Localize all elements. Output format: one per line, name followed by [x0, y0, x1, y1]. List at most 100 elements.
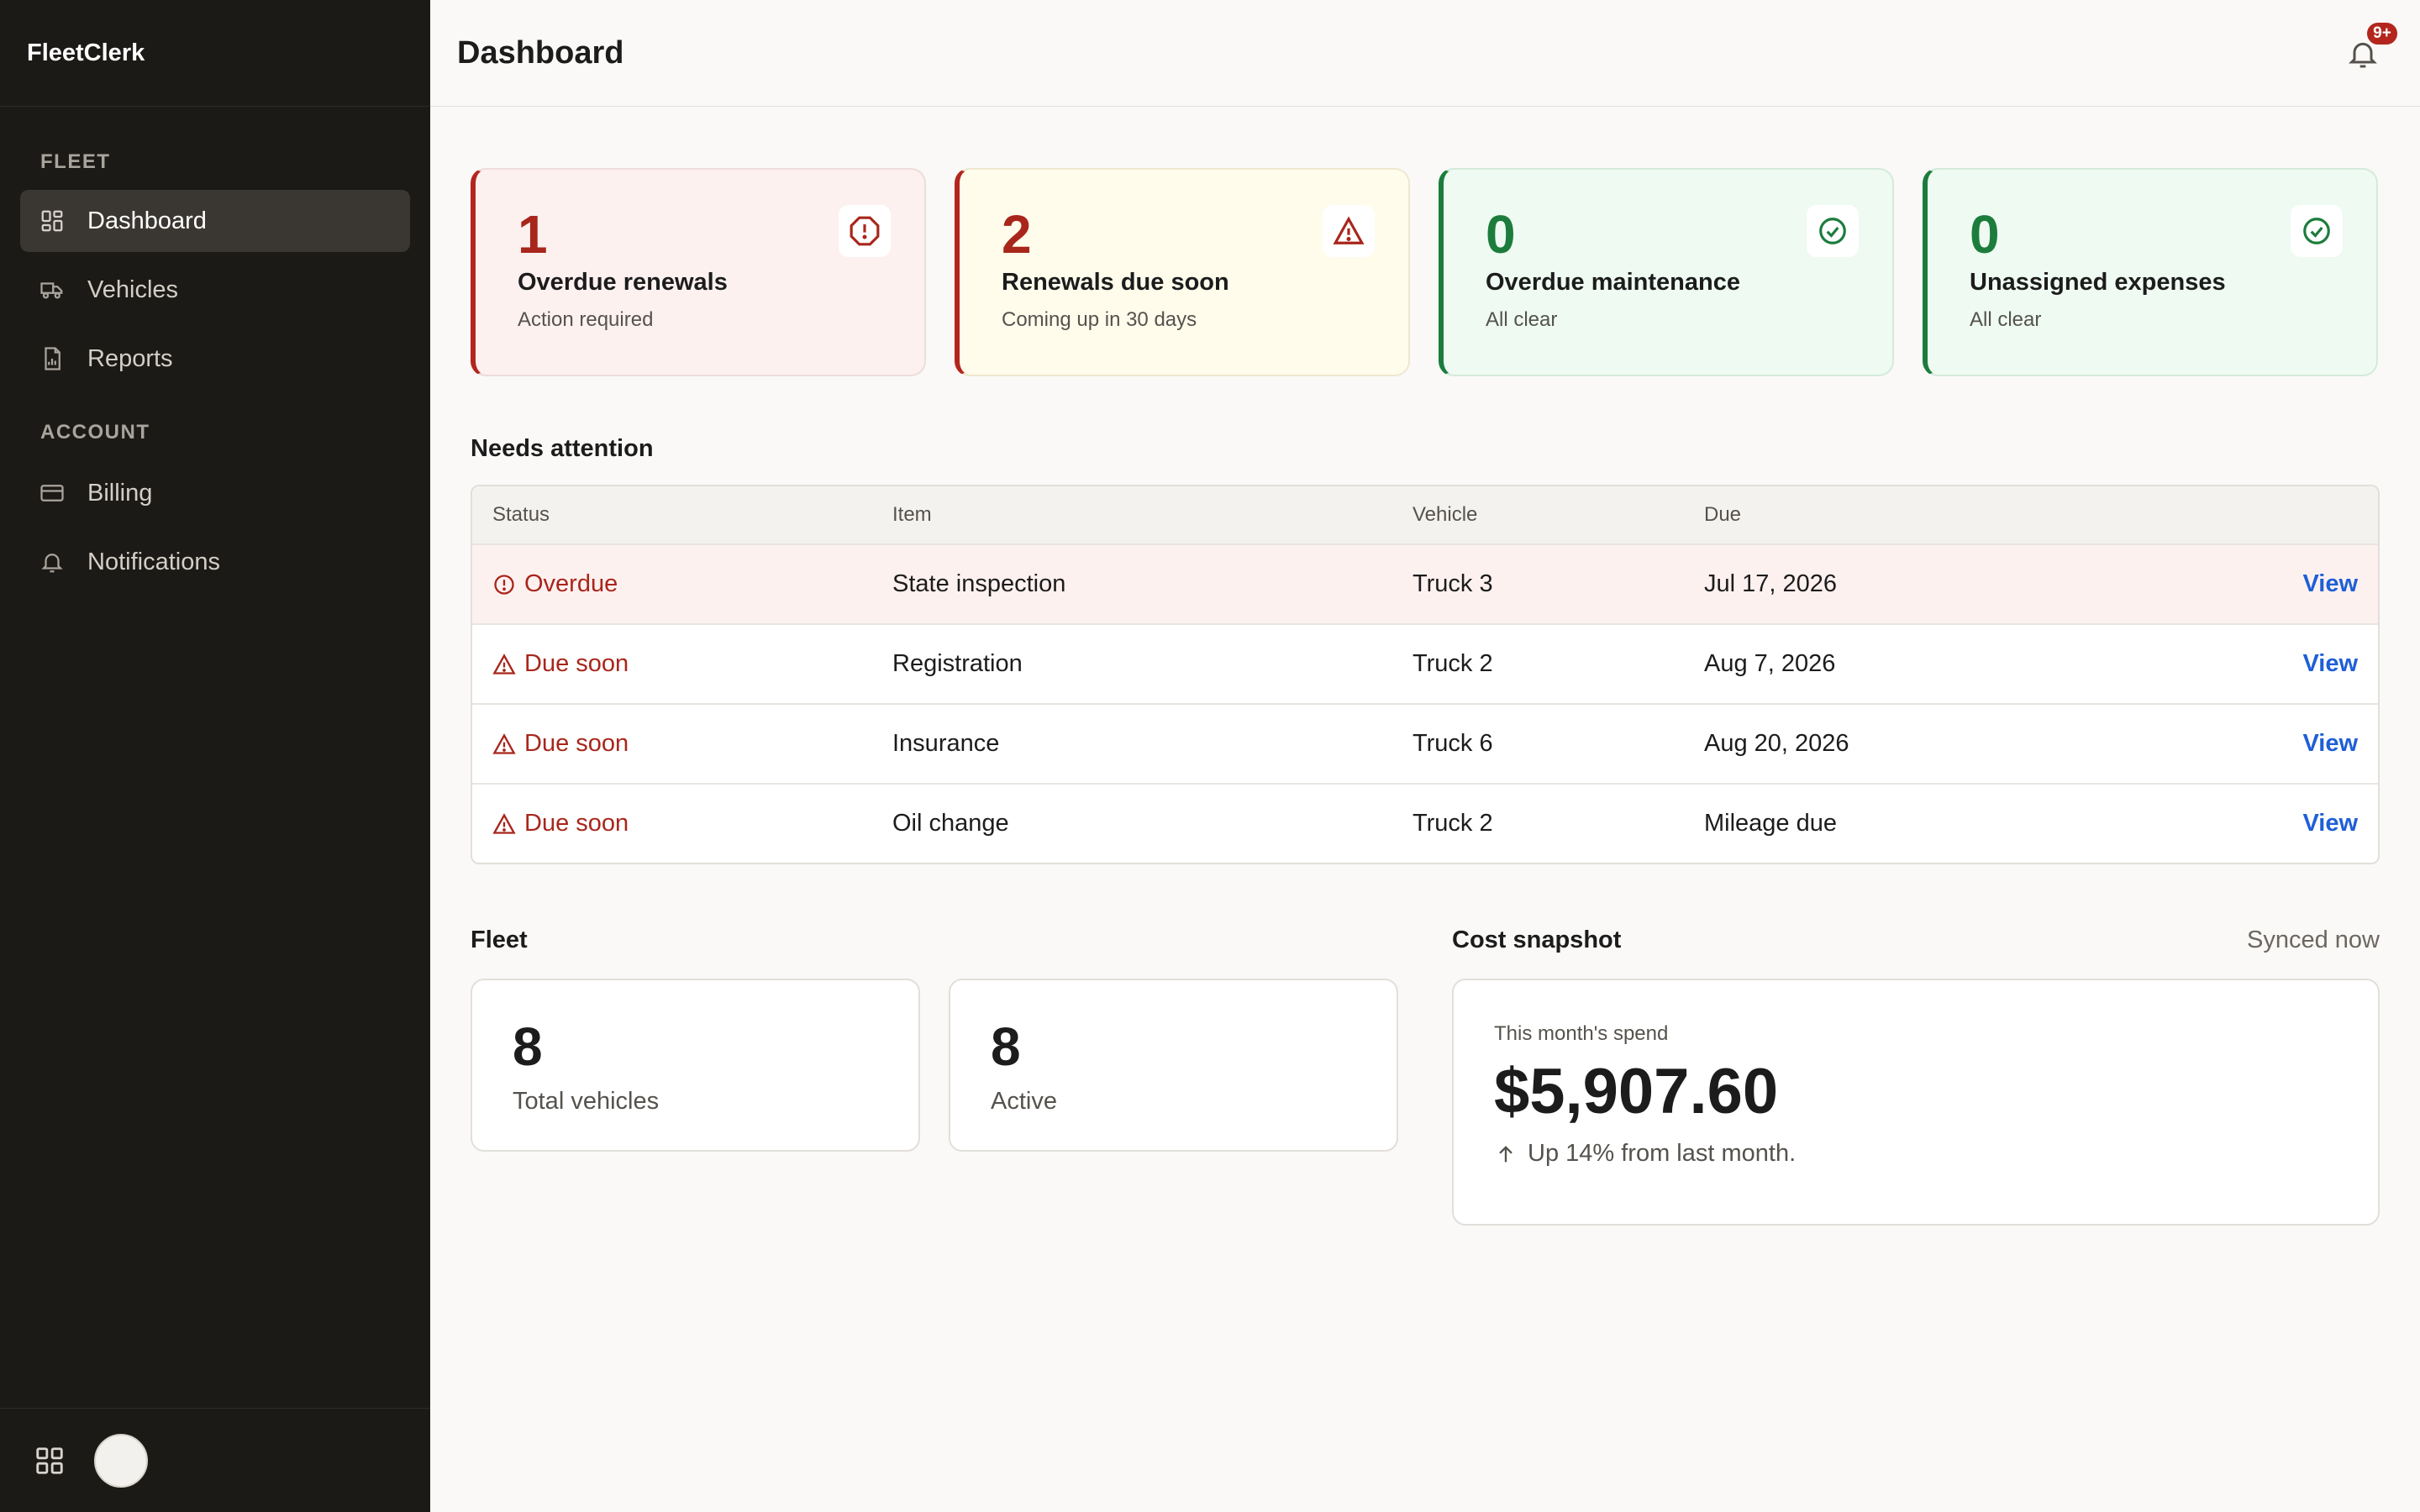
alert-value: 0 [1486, 204, 1516, 265]
alert-card-renewals-due-soon[interactable]: 2 Renewals due soon Coming up in 30 days [955, 168, 1410, 376]
cost-card: This month's spend $5,907.60 Up 14% from… [1452, 979, 2380, 1226]
table-header: Status Item Vehicle Due [472, 486, 2378, 543]
sidebar-item-reports[interactable]: Reports [20, 328, 410, 390]
status-label: Overdue [524, 570, 618, 597]
stat-card-total-vehicles[interactable]: 8 Total vehicles [471, 979, 920, 1152]
alert-subtitle: All clear [1970, 308, 2042, 331]
alert-octagon-icon [839, 205, 891, 257]
alert-subtitle: All clear [1486, 308, 1558, 331]
sync-status: Synced now [2247, 926, 2380, 953]
stat-card-active[interactable]: 8 Active [949, 979, 1398, 1152]
nav-fleet: Dashboard Vehicles Reports [20, 190, 410, 396]
cost-snapshot-section: Cost snapshot Synced now This month's sp… [1452, 923, 2380, 1226]
avatar[interactable] [94, 1433, 148, 1488]
cost-trend: Up 14% from last month. [1494, 1140, 2378, 1168]
table-row[interactable]: Due soon Oil change Truck 2 Mileage due … [472, 783, 2378, 863]
check-circle-icon [1807, 205, 1859, 257]
warning-triangle-icon [492, 653, 516, 675]
warning-triangle-icon [492, 812, 516, 834]
arrow-up-icon [1499, 1145, 1512, 1162]
item-cell: State inspection [892, 570, 1066, 597]
stat-value: 8 [513, 1016, 543, 1077]
warning-triangle-icon [492, 732, 516, 754]
due-cell: Aug 7, 2026 [1704, 650, 1836, 677]
report-icon [39, 345, 66, 372]
fleet-section: Fleet 8 Total vehicles 8 Active [471, 923, 1398, 1226]
status-cell: Overdue [472, 570, 892, 598]
truck-icon [39, 276, 66, 303]
cost-label: This month's spend [1494, 1022, 1669, 1045]
stat-label: Total vehicles [513, 1088, 660, 1115]
sidebar: FleetClerk FLEET Dashboard Vehicles Repo… [0, 0, 430, 1512]
credit-card-icon [39, 480, 66, 507]
cost-amount: $5,907.60 [1494, 1056, 1779, 1127]
sidebar-item-notifications[interactable]: Notifications [20, 531, 410, 593]
sidebar-item-label: Notifications [87, 548, 220, 575]
alert-card-unassigned-expenses[interactable]: 0 Unassigned expenses All clear [1923, 168, 2378, 376]
item-cell: Insurance [892, 730, 1000, 757]
alert-title: Renewals due soon [1002, 269, 1229, 296]
alert-card-overdue-maintenance[interactable]: 0 Overdue maintenance All clear [1439, 168, 1894, 376]
sidebar-item-label: Reports [87, 344, 173, 372]
view-link[interactable]: View [2302, 570, 2358, 597]
view-link[interactable]: View [2302, 810, 2358, 837]
stat-value: 8 [991, 1016, 1021, 1077]
item-cell: Oil change [892, 810, 1009, 837]
sidebar-item-vehicles[interactable]: Vehicles [20, 259, 410, 321]
due-cell: Mileage due [1704, 810, 1837, 837]
cost-trend-text: Up 14% from last month. [1528, 1140, 1797, 1167]
sidebar-item-label: Vehicles [87, 276, 179, 303]
column-header-due: Due [1704, 503, 1742, 526]
alert-card-overdue-renewals[interactable]: 1 Overdue renewals Action required [471, 168, 926, 376]
grid-icon [39, 207, 66, 234]
nav-account: Billing Notifications [20, 462, 410, 600]
status-cell: Due soon [472, 730, 892, 758]
notifications-bell-icon[interactable] [2346, 37, 2380, 71]
alert-value: 1 [518, 204, 548, 265]
vehicle-cell: Truck 3 [1413, 570, 1493, 597]
alert-subtitle: Action required [518, 308, 654, 331]
nav-section-fleet: FLEET [40, 150, 111, 173]
sidebar-item-label: Billing [87, 479, 153, 507]
bottom-section: Fleet 8 Total vehicles 8 Active Cost sna… [471, 923, 2380, 1226]
check-circle-icon [2291, 205, 2343, 257]
status-cell: Due soon [472, 650, 892, 678]
vehicle-cell: Truck 6 [1413, 730, 1493, 757]
status-label: Due soon [524, 730, 629, 757]
view-link[interactable]: View [2302, 730, 2358, 757]
column-header-item: Item [892, 503, 932, 526]
warning-triangle-icon [1323, 205, 1375, 257]
alert-value: 2 [1002, 204, 1032, 265]
bell-icon [39, 549, 66, 575]
sidebar-item-dashboard[interactable]: Dashboard [20, 190, 410, 252]
sidebar-item-billing[interactable]: Billing [20, 462, 410, 524]
vehicle-cell: Truck 2 [1413, 650, 1493, 677]
fleet-title: Fleet [471, 926, 528, 953]
alert-subtitle: Coming up in 30 days [1002, 308, 1197, 331]
table-row[interactable]: Overdue State inspection Truck 3 Jul 17,… [472, 543, 2378, 623]
needs-attention-title: Needs attention [471, 435, 654, 462]
table-row[interactable]: Due soon Insurance Truck 6 Aug 20, 2026 … [472, 703, 2378, 783]
table-row[interactable]: Due soon Registration Truck 2 Aug 7, 202… [472, 623, 2378, 703]
vehicle-cell: Truck 2 [1413, 810, 1493, 837]
sidebar-footer [0, 1408, 430, 1512]
page-title: Dashboard [457, 34, 624, 71]
nav-section-account: ACCOUNT [40, 421, 150, 444]
alert-title: Overdue maintenance [1486, 269, 1740, 296]
column-header-status: Status [492, 503, 550, 526]
view-link[interactable]: View [2302, 650, 2358, 677]
apps-grid-icon[interactable] [34, 1445, 66, 1477]
top-header: Dashboard 9+ [430, 0, 2420, 107]
due-cell: Jul 17, 2026 [1704, 570, 1838, 597]
column-header-vehicle: Vehicle [1413, 503, 1478, 526]
app-logo[interactable]: FleetClerk [0, 0, 430, 107]
item-cell: Registration [892, 650, 1023, 677]
alert-value: 0 [1970, 204, 2000, 265]
alert-cards: 1 Overdue renewals Action required 2 Ren… [471, 168, 2380, 376]
alert-title: Unassigned expenses [1970, 269, 2226, 296]
status-label: Due soon [524, 810, 629, 837]
status-cell: Due soon [472, 810, 892, 837]
needs-attention-table: Status Item Vehicle Due Overdue State in… [471, 485, 2380, 864]
alert-title: Overdue renewals [518, 269, 728, 296]
main-content: 1 Overdue renewals Action required 2 Ren… [471, 168, 2380, 1226]
